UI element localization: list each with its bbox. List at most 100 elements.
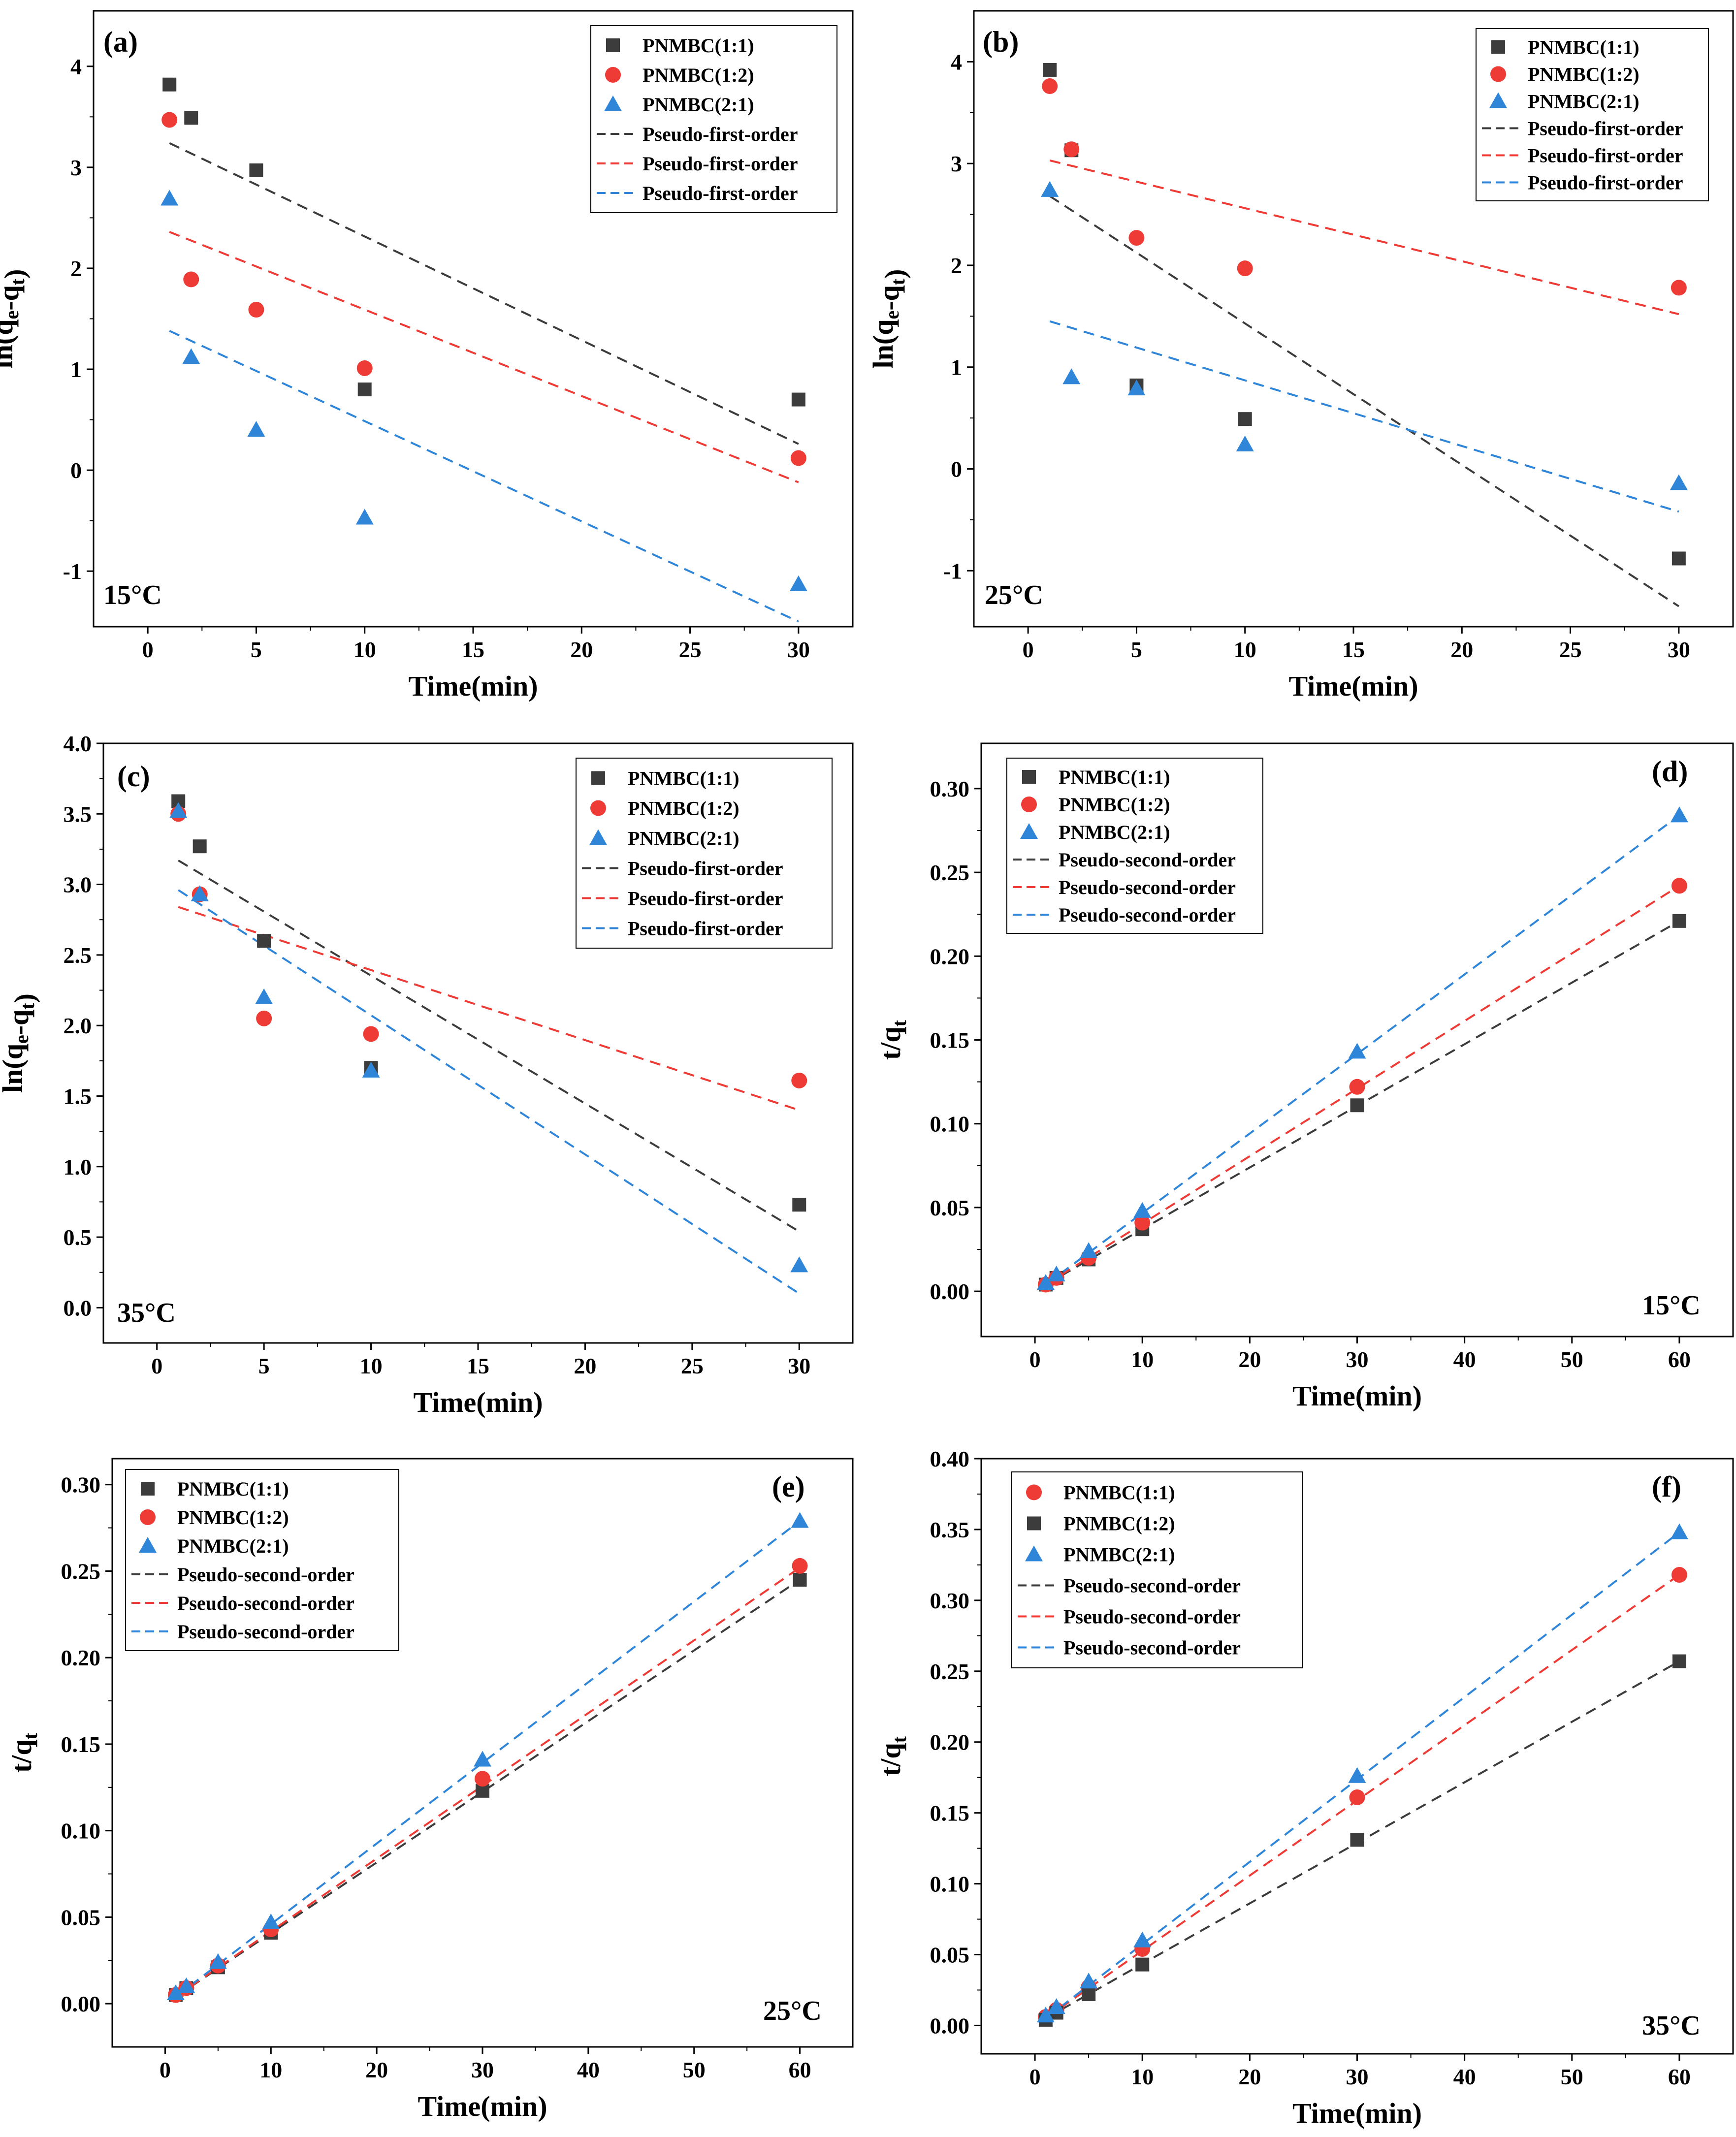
legend-label: PNMBC(1:2) (643, 64, 754, 86)
x-tick-label: 30 (1346, 1347, 1369, 1372)
y-tick-label: 0.05 (930, 1195, 970, 1220)
x-tick-label: 10 (1131, 1347, 1154, 1372)
x-tick-label: 0 (151, 1353, 162, 1378)
x-axis-title: Time(min) (1292, 2097, 1422, 2129)
data-point-triangle (1348, 1043, 1366, 1059)
panel-label: (a) (103, 26, 138, 58)
data-point-triangle (177, 1977, 195, 1993)
x-tick-label: 10 (1131, 2064, 1154, 2089)
legend-label: Pseudo-first-order (643, 153, 798, 175)
temperature-label: 35°C (1642, 2010, 1701, 2041)
data-point-triangle (209, 1953, 227, 1969)
legend-marker-square (141, 1482, 155, 1496)
legend-label: PNMBC(2:1) (1528, 91, 1640, 113)
data-point-triangle (262, 1913, 280, 1929)
data-point-square (792, 1198, 806, 1212)
legend-marker-circle (605, 67, 621, 83)
legend-label: Pseudo-second-order (1059, 876, 1236, 898)
y-tick-label: 2 (70, 256, 82, 281)
data-point-triangle (1080, 1242, 1098, 1258)
legend-marker-circle (1026, 1484, 1042, 1500)
data-point-square (1082, 1987, 1096, 2002)
data-point-circle (475, 1771, 490, 1787)
data-point-square (1135, 1957, 1150, 1972)
legend: PNMBC(1:1) PNMBC(1:2) PNMBC(2:1) Pseudo-sec… (1011, 1471, 1303, 1668)
data-point-circle (183, 271, 199, 287)
data-point-circle (1134, 1214, 1151, 1231)
x-tick-label: 25 (1559, 637, 1582, 662)
x-tick-label: 30 (1668, 637, 1690, 662)
y-tick-label: 0.30 (930, 1588, 970, 1613)
data-point-triangle (161, 190, 179, 206)
y-tick-label: 0.05 (930, 1943, 970, 1968)
data-point-triangle (1348, 1767, 1366, 1783)
fit-line-black (169, 142, 799, 445)
data-point-triangle (1670, 474, 1688, 490)
fit-line-blue (169, 330, 799, 623)
data-point-circle (791, 1072, 807, 1088)
y-tick-label: 0.15 (61, 1732, 101, 1757)
data-point-circle (363, 1026, 379, 1042)
data-point-circle (256, 1010, 272, 1026)
fit-line-red (1045, 1574, 1680, 2019)
x-tick-label: 60 (1668, 1347, 1691, 1372)
fit-line-blue (1045, 814, 1680, 1286)
x-tick-label: 20 (1450, 637, 1473, 662)
y-tick-label: 0.05 (61, 1905, 101, 1930)
y-tick-label: 1.5 (64, 1084, 92, 1109)
y-tick-label: 3.5 (64, 801, 92, 827)
legend-marker-circle (140, 1509, 156, 1525)
data-point-triangle (166, 1984, 185, 2001)
legend-label: Pseudo-first-order (1528, 172, 1683, 194)
data-point-triangle (1062, 368, 1081, 384)
y-tick-label: 0.15 (930, 1801, 970, 1826)
data-point-circle (161, 112, 178, 128)
x-tick-label: 20 (574, 1353, 596, 1378)
x-tick-label: 50 (1561, 1347, 1583, 1372)
legend-marker-square (1491, 40, 1505, 54)
y-tick-label: 0.00 (930, 1279, 970, 1304)
y-tick-label: 1 (70, 357, 82, 382)
data-point-triangle (789, 575, 807, 591)
data-point-square (249, 163, 263, 178)
x-tick-label: 0 (160, 2057, 171, 2082)
y-tick-label: 0 (951, 456, 962, 481)
data-point-triangle (1133, 1202, 1152, 1218)
x-tick-label: 60 (789, 2057, 811, 2082)
legend-label: PNMBC(2:1) (177, 1535, 289, 1557)
temperature-label: 15°C (103, 580, 162, 610)
temperature-label: 35°C (117, 1298, 176, 1328)
chart-panel-f: 0 10 20 30 40 50 60 0.00 0.05 0.10 0.15 0.20 0.25 0.3… (874, 1446, 1734, 2129)
legend-marker-square (606, 38, 620, 52)
legend-label: Pseudo-second-order (177, 1563, 354, 1586)
y-tick-label: 1.0 (64, 1154, 92, 1180)
legend-marker-triangle (1025, 1545, 1043, 1562)
legend-box (576, 758, 833, 949)
y-axis-title: t/qt (874, 1020, 910, 1060)
legend-label: PNMBC(1:2) (1063, 1513, 1175, 1535)
x-tick-label: 5 (1131, 637, 1142, 662)
data-point-circle (248, 302, 264, 318)
y-tick-label: 4.0 (64, 731, 92, 756)
data-point-triangle (362, 1061, 380, 1078)
x-tick-label: 10 (354, 637, 376, 662)
x-tick-label: 30 (471, 2057, 494, 2082)
legend-label: Pseudo-second-order (1063, 1606, 1241, 1628)
x-axis-title: Time(min) (1288, 670, 1418, 702)
y-tick-label: 0.35 (930, 1517, 970, 1542)
y-tick-label: 0.10 (61, 1818, 101, 1844)
data-point-circle (1042, 78, 1058, 95)
data-point-circle (790, 450, 806, 466)
legend-label: Pseudo-second-order (1059, 849, 1236, 871)
data-point-triangle (1127, 380, 1146, 396)
legend-label: PNMBC(1:1) (628, 767, 739, 790)
x-tick-label: 15 (1342, 637, 1365, 662)
data-point-triangle (182, 348, 200, 364)
data-point-triangle (255, 988, 273, 1004)
y-tick-label: 0.15 (930, 1028, 970, 1053)
legend-box (1011, 1471, 1303, 1668)
fit-line-red (1049, 159, 1679, 316)
legend-label: Pseudo-first-order (628, 858, 783, 880)
fit-line-blue (1045, 1531, 1680, 2019)
